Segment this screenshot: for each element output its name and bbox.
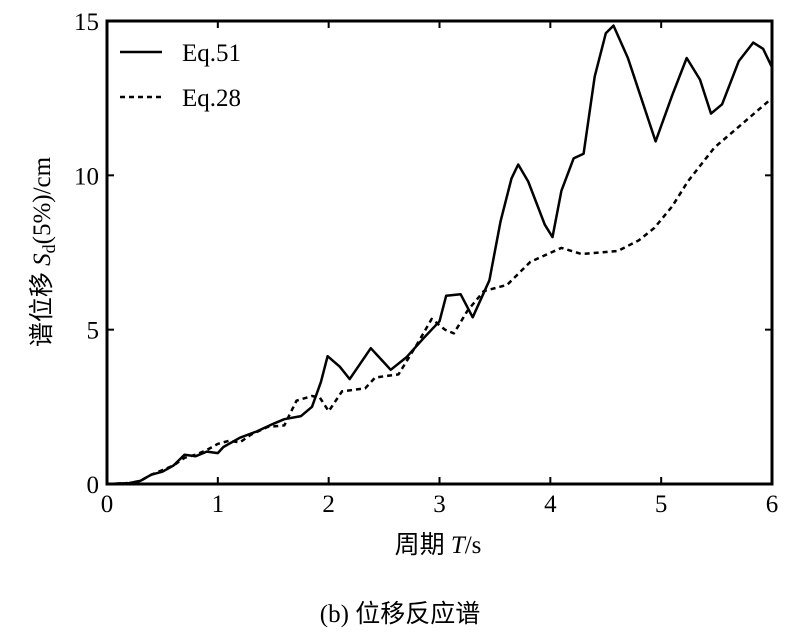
x-tick-label: 5 — [655, 491, 668, 518]
y-tick-label: 5 — [87, 318, 100, 345]
x-axis-title-var: T — [451, 532, 467, 559]
x-tick-label: 1 — [212, 491, 225, 518]
x-tick-label: 4 — [544, 491, 557, 518]
x-tick-label: 3 — [433, 491, 446, 518]
figure-caption: (b) 位移反应谱 — [320, 600, 480, 628]
y-axis-title-suffix: (5%)/cm — [29, 156, 56, 244]
legend: Eq.51 Eq.28 — [120, 40, 241, 112]
x-tick-label: 0 — [101, 491, 114, 518]
ticks-layer: 0 1 2 3 4 5 6 0 5 10 15 — [74, 9, 778, 518]
y-axis-title-prefix: 谱位移 — [28, 266, 56, 347]
x-axis-title: 周期 T/s — [395, 532, 482, 559]
y-axis-title-sub: d — [39, 244, 59, 253]
y-axis-title: 谱位移 Sd(5%)/cm — [28, 156, 59, 347]
series-line-eq51 — [106, 24, 774, 486]
y-axis-title-var: S — [29, 253, 56, 266]
x-tick-label: 6 — [766, 491, 779, 518]
x-axis-title-suffix: /s — [465, 532, 482, 559]
y-tick-label: 0 — [87, 472, 100, 499]
x-axis-title-prefix: 周期 — [395, 532, 451, 559]
y-tick-label: 10 — [74, 163, 99, 190]
legend-label-eq28: Eq.28 — [182, 85, 241, 112]
series-layer — [106, 24, 774, 486]
y-tick-label: 15 — [74, 9, 99, 36]
x-tick-label: 2 — [322, 491, 335, 518]
legend-label-eq51: Eq.51 — [182, 40, 241, 67]
series-line-eq28 — [106, 97, 773, 486]
